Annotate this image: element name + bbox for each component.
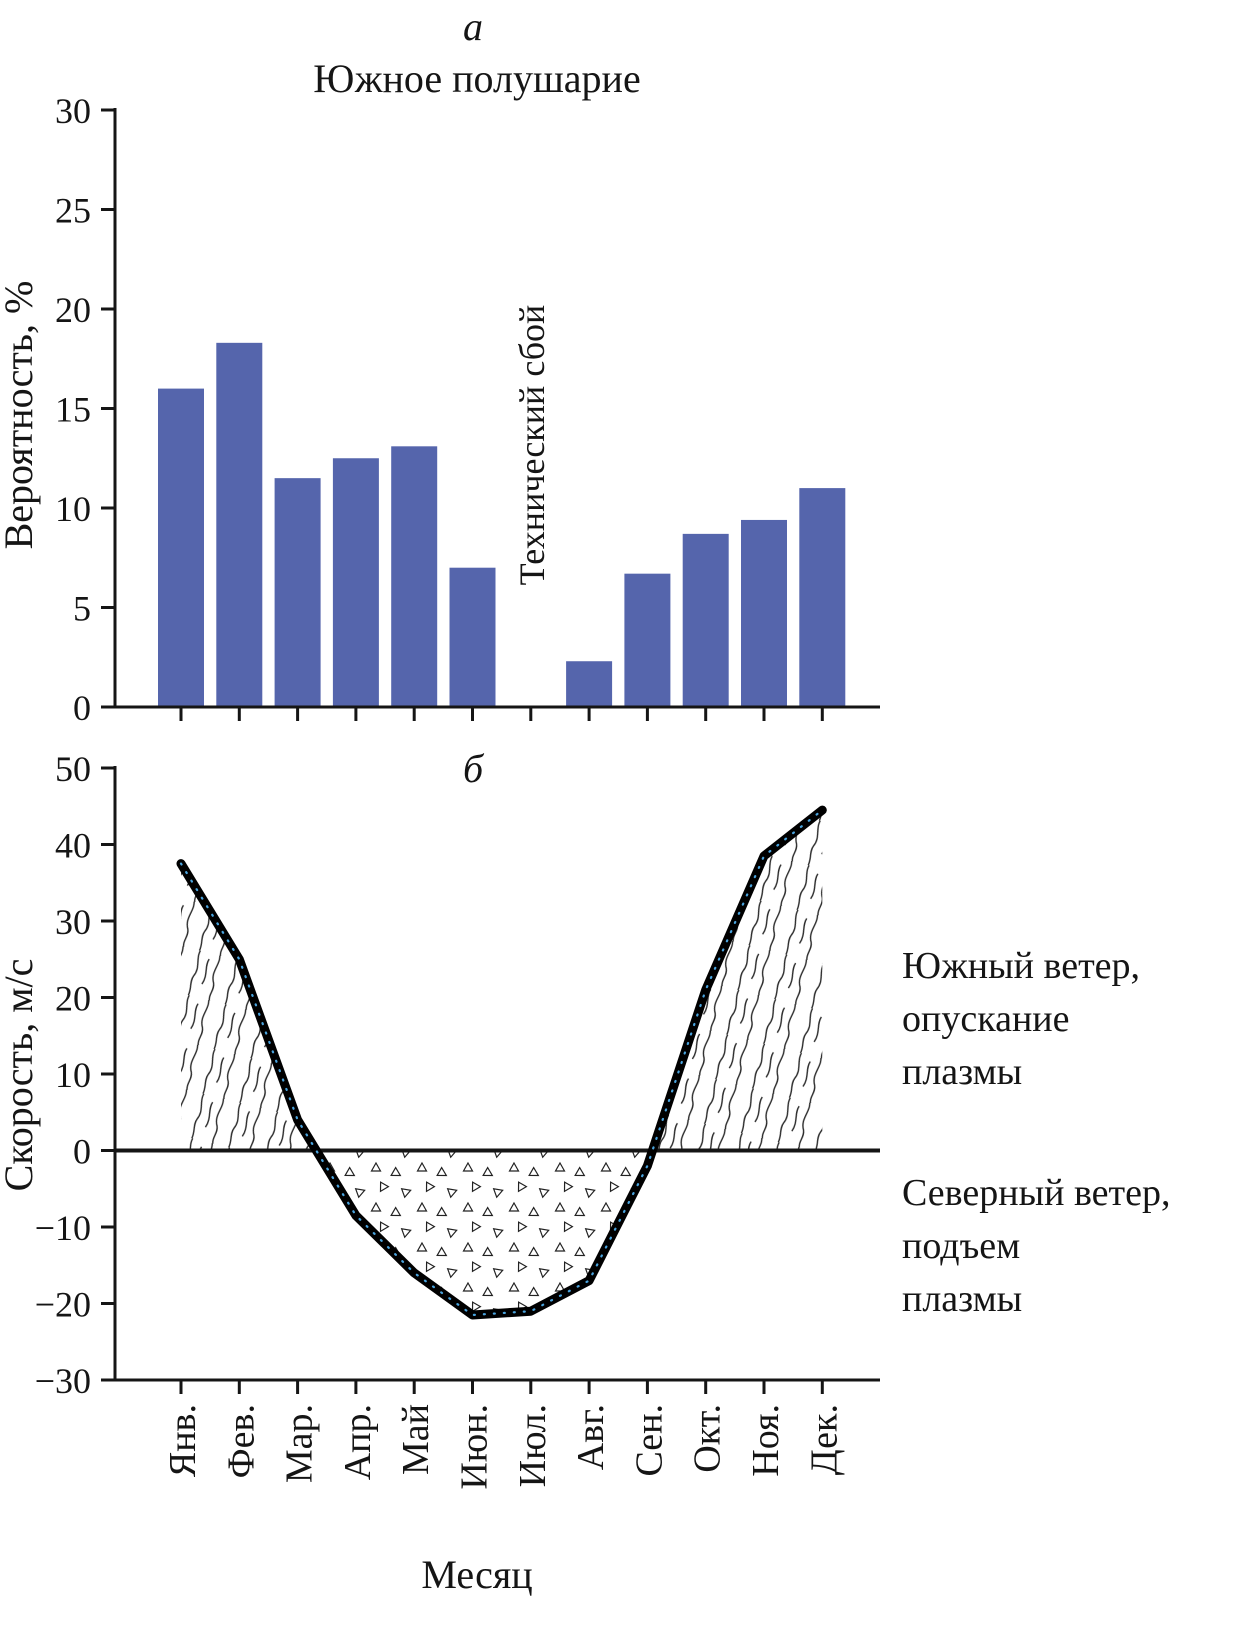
wind-speed-line-dots — [179, 809, 824, 1317]
line-chart: −30 −20 −10 0 10 20 30 40 50 Янв. Фев. Мар. Апр. Май И… — [35, 749, 880, 1490]
technical-failure-label: Технический сбой — [512, 305, 552, 586]
annotation-north-wind-line: плазмы — [902, 1278, 1022, 1320]
y-tick-label-a: 10 — [55, 489, 91, 529]
x-tick-label-Дек.: Дек. — [803, 1404, 845, 1475]
y-tick-label-a: 30 — [55, 91, 91, 131]
x-tick-label-Июл.: Июл. — [512, 1404, 554, 1487]
x-tick-label-Июн.: Июн. — [454, 1404, 496, 1490]
panel-a-title: Южное полушарие — [313, 56, 640, 101]
x-tick-label-Мар.: Мар. — [279, 1404, 321, 1483]
bar-Сен. — [624, 573, 671, 707]
panel-a-y-axis-title: Вероятность, % — [0, 281, 41, 550]
north-wind-area — [181, 1150, 823, 1315]
y-tick-label-b: 20 — [55, 979, 91, 1019]
panel-a-label: а — [463, 4, 483, 49]
bar-Дек. — [799, 488, 846, 707]
y-tick-label-b: 50 — [55, 749, 91, 789]
y-tick-label-b: 0 — [73, 1132, 91, 1172]
y-tick-label-a: 25 — [55, 191, 91, 231]
annotation-south-wind-line: Южный ветер, — [902, 945, 1140, 987]
x-tick-label-Сен.: Сен. — [628, 1404, 670, 1477]
annotation-north-wind-line: подъем — [902, 1225, 1020, 1267]
x-tick-label-Апр.: Апр. — [337, 1404, 379, 1480]
bar-Янв. — [158, 388, 204, 707]
annotation-south-wind-line: плазмы — [902, 1051, 1022, 1093]
bar-Июн. — [449, 567, 496, 707]
x-tick-label-Май: Май — [395, 1404, 437, 1475]
annotation-south-wind-line: опускание — [902, 998, 1070, 1040]
south-wind-area — [181, 810, 823, 1151]
bar-Мар. — [274, 478, 321, 707]
annotation-north-wind-line: Северный ветер, — [902, 1172, 1171, 1214]
y-tick-label-b: 10 — [55, 1055, 91, 1095]
panel-b-label: б — [463, 746, 485, 791]
y-tick-label-b: 40 — [55, 826, 91, 866]
bar-Ноя. — [741, 519, 787, 707]
charts-layer: 0 5 10 15 20 25 30 −30 −20 −10 0 10 20 30 40 50 Янв. Фев.… — [35, 91, 880, 1490]
x-tick-label-Ноя.: Ноя. — [745, 1404, 787, 1477]
annotation-south-wind: Южный ветер, опускание плазмы — [902, 945, 1140, 1093]
y-tick-label-a: 0 — [73, 688, 91, 728]
y-tick-label-b: −30 — [35, 1361, 91, 1401]
x-tick-label-Авг.: Авг. — [570, 1404, 612, 1470]
annotation-north-wind: Северный ветер, подъем плазмы — [902, 1172, 1171, 1320]
bar-Фев. — [216, 342, 263, 707]
x-tick-label-Окт.: Окт. — [687, 1404, 729, 1473]
bar-Авг. — [566, 661, 613, 707]
panel-b-x-axis-title: Месяц — [421, 1552, 532, 1597]
y-tick-label-b: −10 — [35, 1208, 91, 1248]
y-tick-label-a: 5 — [73, 589, 91, 629]
y-tick-label-b: 30 — [55, 902, 91, 942]
bar-Апр. — [332, 458, 379, 707]
y-tick-label-b: −20 — [35, 1285, 91, 1325]
y-tick-label-a: 20 — [55, 290, 91, 330]
panel-b-y-axis-title: Скорость, м/с — [0, 959, 41, 1192]
bar-Май — [391, 446, 438, 707]
bar-chart: 0 5 10 15 20 25 30 — [55, 91, 880, 728]
x-tick-label-Янв.: Янв. — [162, 1404, 204, 1477]
x-tick-label-Фев.: Фев. — [220, 1404, 262, 1478]
y-tick-label-a: 15 — [55, 390, 91, 430]
bar-Окт. — [682, 533, 729, 707]
